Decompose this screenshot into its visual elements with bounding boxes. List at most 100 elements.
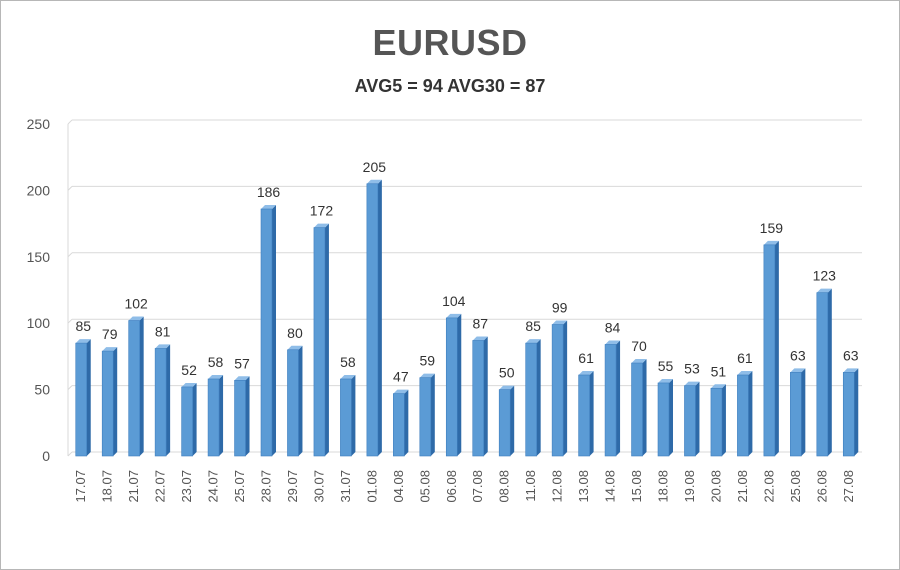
bar-top	[578, 370, 594, 375]
gridline-depth	[67, 119, 73, 125]
y-tick-label: 100	[27, 315, 51, 331]
data-label: 81	[155, 323, 171, 339]
bar	[207, 374, 224, 457]
bar-series	[75, 179, 859, 457]
bar-front	[737, 374, 749, 457]
x-tick-label: 31.07	[338, 470, 353, 503]
x-tick-label: 28.07	[259, 470, 274, 503]
data-label: 85	[525, 318, 541, 334]
data-label: 80	[287, 325, 303, 341]
bar-top	[843, 368, 859, 373]
gridlines	[67, 119, 862, 457]
bar-side	[801, 368, 806, 456]
data-label: 99	[552, 300, 568, 316]
bar-side	[721, 384, 726, 456]
x-tick-label: 12.08	[550, 470, 565, 503]
x-tick-label: 17.07	[73, 470, 88, 503]
bar-front	[101, 350, 114, 457]
gridline-depth	[67, 385, 73, 390]
bar-front	[181, 386, 193, 457]
bar-top	[261, 204, 276, 209]
bar-side	[854, 368, 859, 456]
data-label: 87	[472, 315, 488, 331]
data-label: 55	[658, 358, 674, 374]
x-tick-label: 25.08	[788, 470, 803, 503]
bar-side	[669, 378, 673, 456]
bar-side	[536, 339, 541, 456]
gridline-depth	[67, 318, 73, 324]
bar	[181, 382, 197, 457]
data-label: 53	[684, 361, 700, 377]
y-axis-ticks: 0 50 100 150 200 250	[27, 116, 51, 464]
data-label: 51	[711, 363, 727, 379]
bar-top	[737, 370, 753, 375]
x-tick-label: 15.08	[629, 470, 644, 503]
data-label: 79	[102, 326, 118, 342]
bar-top	[525, 339, 541, 344]
x-tick-label: 14.08	[603, 470, 618, 503]
bar	[525, 339, 541, 457]
bar-front	[287, 349, 299, 457]
x-tick-label: 06.08	[444, 470, 459, 503]
bar-top	[499, 385, 515, 390]
bar-front	[816, 292, 829, 457]
y-tick-label: 200	[27, 182, 51, 198]
bar-top	[340, 374, 356, 379]
bar-top	[419, 373, 435, 378]
x-tick-label: 21.08	[735, 470, 750, 503]
bar	[551, 320, 568, 457]
data-label: 63	[790, 347, 806, 363]
bar-front	[366, 183, 379, 457]
bar-side	[748, 370, 753, 456]
x-tick-label: 22.08	[761, 470, 776, 503]
bar-top	[102, 347, 118, 352]
data-label: 59	[420, 353, 436, 369]
x-tick-label: 29.07	[285, 470, 300, 503]
bar	[445, 313, 462, 457]
bar-top	[234, 376, 250, 381]
bar	[498, 385, 515, 457]
data-label: 186	[257, 184, 281, 200]
bar-top	[128, 316, 144, 321]
bar	[737, 370, 753, 457]
bar-front	[842, 372, 855, 457]
bar	[763, 240, 779, 457]
bar-top	[366, 179, 382, 184]
bar-front	[657, 382, 670, 457]
bar-side	[774, 240, 779, 456]
bar	[842, 368, 859, 457]
bar-top	[313, 223, 329, 228]
bar-top	[552, 320, 568, 325]
x-tick-label: 19.08	[682, 470, 697, 503]
data-label: 63	[843, 347, 859, 363]
bar-side	[351, 374, 356, 456]
bar	[604, 340, 621, 457]
bar	[710, 384, 726, 457]
bar-side	[377, 179, 382, 456]
data-label: 172	[310, 203, 334, 219]
bar-side	[139, 316, 144, 456]
bar-side	[616, 340, 621, 456]
bar-top	[446, 313, 462, 318]
x-tick-label: 23.07	[179, 470, 194, 503]
bar	[234, 376, 250, 457]
bar-top	[472, 336, 488, 341]
x-tick-label: 18.07	[100, 470, 115, 503]
bar-top	[790, 368, 806, 373]
bar-side	[827, 288, 832, 456]
bar-front	[498, 389, 511, 457]
bar-top	[658, 378, 673, 383]
bar-front	[419, 377, 432, 457]
bar-side	[404, 389, 409, 456]
bar	[287, 345, 303, 457]
bar-front	[313, 227, 326, 457]
bar	[260, 204, 276, 457]
data-label: 61	[578, 350, 594, 366]
bar-front	[763, 244, 776, 457]
bar-front	[710, 387, 723, 457]
data-label: 50	[499, 365, 515, 381]
x-tick-label: 21.07	[126, 470, 141, 503]
bar-side	[245, 376, 250, 456]
data-label: 159	[760, 220, 784, 236]
